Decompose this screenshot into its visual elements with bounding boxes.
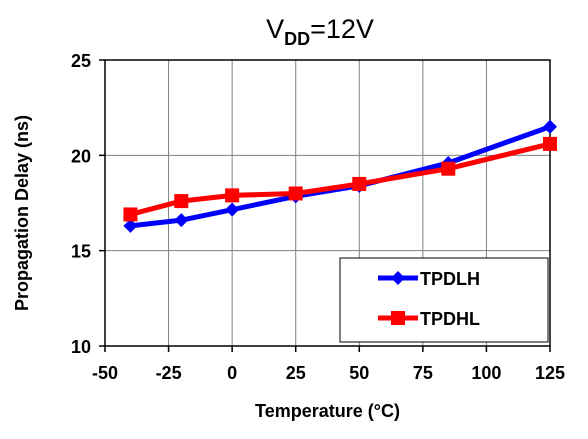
- legend-item: TPDLH: [378, 269, 480, 289]
- legend-marker: [391, 271, 405, 285]
- y-axis-label: Propagation Delay (ns): [12, 115, 32, 311]
- legend-marker: [391, 311, 405, 325]
- series-layer: [123, 119, 557, 233]
- y-axis-ticks: 10 15 20 25: [71, 51, 105, 357]
- data-point: [174, 194, 189, 209]
- legend-box: [339, 257, 549, 343]
- data-point: [225, 202, 240, 217]
- chart-title: VDD=12V: [266, 14, 374, 49]
- x-axis-ticks: -50 -25 0 25 50 75 100 125: [92, 346, 565, 383]
- y-tick-label: 25: [71, 51, 91, 71]
- series-line: [129, 141, 551, 217]
- title-suffix: =12V: [310, 14, 374, 44]
- y-tick-label: 20: [71, 146, 91, 166]
- data-point: [543, 136, 557, 151]
- svg-text:VDD=12V: VDD=12V: [266, 14, 374, 49]
- y-tick-label: 10: [71, 337, 91, 357]
- x-tick-label: 25: [286, 363, 306, 383]
- legend-label: TPDHL: [420, 309, 480, 329]
- x-axis-label: Temperature (°C): [255, 401, 400, 421]
- x-tick-label: 75: [413, 363, 433, 383]
- x-tick-label: -25: [156, 363, 182, 383]
- x-tick-label: -50: [92, 363, 118, 383]
- series-line: [130, 124, 551, 229]
- legend-label: TPDLH: [420, 269, 480, 289]
- y-tick-label: 15: [71, 242, 91, 262]
- data-point: [174, 213, 189, 228]
- data-point: [123, 218, 138, 233]
- series-tpdhl: [123, 136, 557, 222]
- series-tpdlh: [123, 119, 557, 233]
- data-point: [123, 207, 138, 222]
- legend-item: TPDHL: [378, 309, 480, 329]
- data-point: [543, 119, 557, 134]
- title-prefix: V: [266, 14, 284, 44]
- data-point: [225, 188, 240, 203]
- legend: TPDLH TPDHL: [339, 257, 549, 343]
- x-tick-label: 125: [535, 363, 565, 383]
- x-tick-label: 0: [227, 363, 237, 383]
- data-point: [441, 161, 456, 176]
- data-point: [352, 176, 367, 191]
- title-subscript: DD: [284, 29, 310, 49]
- x-tick-label: 50: [349, 363, 369, 383]
- data-point: [288, 186, 303, 201]
- plot-area: [104, 59, 551, 347]
- x-tick-label: 100: [471, 363, 501, 383]
